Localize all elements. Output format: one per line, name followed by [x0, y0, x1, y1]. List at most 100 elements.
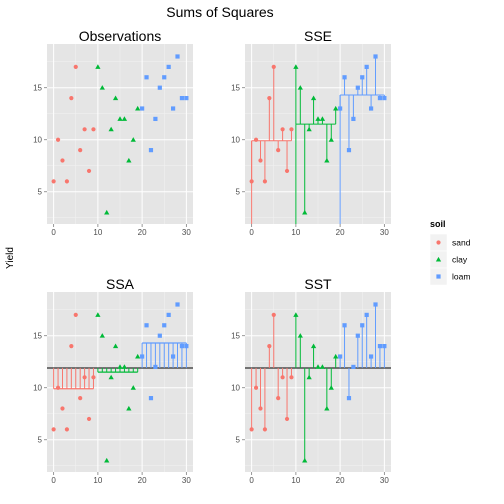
data-point [91, 375, 96, 380]
data-point [342, 323, 347, 328]
data-point [324, 157, 330, 163]
data-point [135, 353, 141, 359]
data-point [179, 96, 185, 101]
data-point [73, 64, 78, 69]
panel-title: SST [304, 276, 332, 292]
data-point [276, 396, 281, 401]
data-point [95, 64, 101, 69]
figure-title: Sums of Squares [166, 4, 273, 20]
data-point [338, 106, 343, 111]
data-point [306, 126, 312, 132]
data-point [280, 127, 285, 132]
x-tick-label: 0 [249, 228, 254, 237]
data-point [157, 333, 162, 338]
data-point [126, 405, 132, 411]
data-point [284, 416, 290, 422]
x-tick-label: 10 [291, 476, 300, 485]
y-tick-label: 5 [236, 436, 241, 445]
panel-sse: SSE 0 10 20 30 5 10 15 [231, 28, 391, 237]
data-point [360, 323, 365, 328]
data-point [293, 312, 299, 317]
data-point [112, 95, 119, 101]
data-point [333, 353, 339, 359]
data-point [276, 148, 281, 153]
y-tick-label: 15 [231, 332, 240, 341]
data-point [144, 323, 149, 328]
y-tick-label: 5 [38, 188, 43, 197]
y-tick-label: 10 [231, 384, 240, 393]
data-point [258, 158, 263, 163]
data-point [351, 116, 356, 122]
data-point [148, 148, 154, 153]
data-point [368, 106, 374, 111]
data-point [351, 364, 356, 370]
data-point [144, 75, 149, 80]
data-point [319, 116, 326, 121]
data-point [271, 312, 276, 317]
data-point [382, 96, 387, 101]
panel-ssa: SSA 0 10 20 30 5 10 15 [33, 276, 193, 485]
x-tick-label: 30 [380, 476, 389, 485]
data-point [117, 116, 123, 121]
panel-observations: Observations 0 10 20 30 5 10 15 [33, 28, 193, 237]
data-point [55, 137, 61, 142]
data-point [302, 209, 308, 215]
data-point [310, 343, 317, 349]
data-point [64, 179, 70, 184]
x-tick-label: 0 [51, 228, 56, 237]
data-point [280, 375, 285, 380]
y-tick-label: 15 [33, 332, 42, 341]
data-point [346, 148, 352, 153]
data-point [148, 396, 154, 401]
data-point [262, 179, 268, 184]
data-point [82, 375, 87, 380]
data-point [258, 406, 263, 411]
y-tick-label: 10 [33, 384, 42, 393]
data-point [310, 95, 317, 101]
legend: soil sand clay loam [429, 219, 471, 286]
data-point [179, 344, 185, 349]
data-point [328, 385, 334, 390]
x-tick-label: 20 [336, 228, 345, 237]
panel-title: Observations [79, 28, 161, 44]
data-point [95, 312, 101, 317]
panel-title: SSE [304, 28, 332, 44]
data-point [104, 457, 110, 463]
data-point [267, 344, 272, 349]
data-point [166, 64, 171, 69]
data-point [306, 374, 312, 380]
data-point [373, 54, 378, 59]
y-tick-label: 15 [231, 84, 240, 93]
x-tick-label: 30 [380, 228, 389, 237]
data-point [284, 168, 290, 174]
legend-item-label: sand [452, 238, 471, 248]
data-point [355, 85, 360, 90]
x-tick-label: 30 [182, 476, 191, 485]
data-point [162, 75, 167, 80]
y-tick-label: 10 [33, 136, 42, 145]
data-point [140, 354, 145, 359]
data-point [153, 364, 158, 370]
data-point [99, 85, 105, 90]
data-point [82, 127, 87, 132]
data-point [435, 256, 442, 262]
data-point [108, 126, 114, 132]
panel-sst: SST 0 10 20 30 5 10 15 [231, 276, 391, 485]
data-point [377, 96, 383, 101]
data-point [253, 385, 259, 390]
data-point [117, 364, 123, 369]
x-tick-label: 10 [93, 476, 102, 485]
data-point [355, 333, 360, 338]
x-tick-label: 0 [249, 476, 254, 485]
data-point [140, 106, 145, 111]
data-point [121, 116, 128, 121]
x-tick-label: 10 [93, 228, 102, 237]
data-point [436, 274, 441, 279]
data-point [271, 64, 276, 69]
data-point [184, 344, 189, 349]
data-point [382, 344, 387, 349]
data-point [184, 96, 189, 101]
data-point [377, 344, 383, 349]
data-point [135, 105, 141, 111]
